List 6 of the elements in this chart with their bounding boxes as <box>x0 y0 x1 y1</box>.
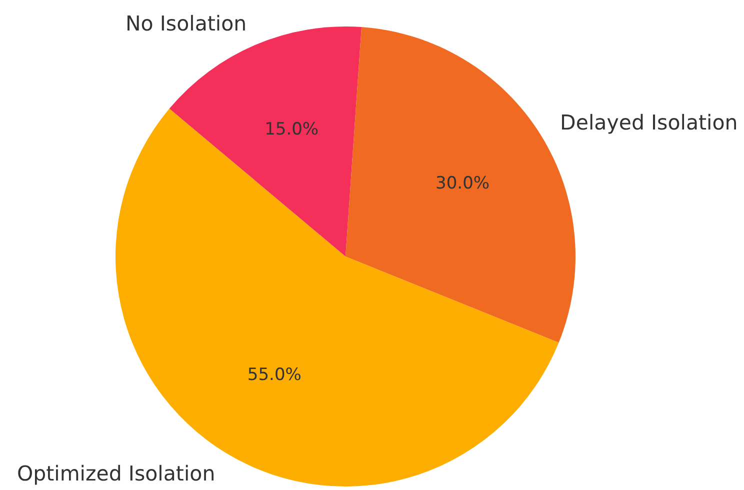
data-label: 55.0% <box>247 364 302 385</box>
data-label: 15.0% <box>264 119 319 140</box>
data-label: 30.0% <box>436 173 490 194</box>
slice-label: Optimized Isolation <box>16 461 216 486</box>
slice-label: Delayed Isolation <box>560 110 738 134</box>
slice-label: No Isolation <box>125 12 247 36</box>
